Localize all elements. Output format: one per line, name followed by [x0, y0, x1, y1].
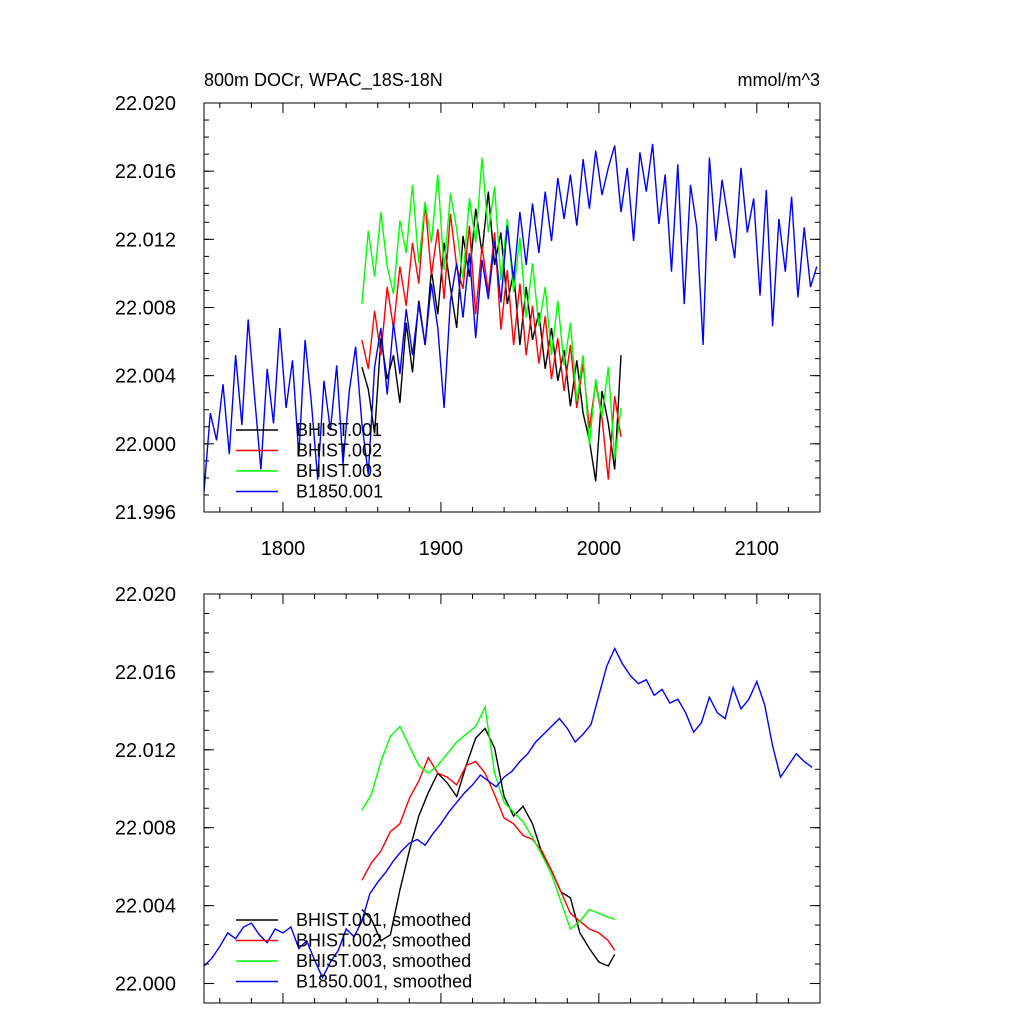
y-tick-label: 22.016 — [115, 161, 176, 183]
x-tick-label: 1900 — [419, 538, 464, 560]
series-line-b1850-001-smoothed — [204, 646, 813, 980]
y-tick-label: 22.004 — [115, 366, 176, 388]
legend-label: B1850.001, smoothed — [296, 972, 472, 992]
series-line-bhist-001 — [361, 191, 622, 482]
series-line-bhist-003-smoothed — [361, 704, 615, 931]
y-tick-label: 22.020 — [115, 93, 176, 115]
chart-title: 800m DOCr, WPAC_18S-18N — [204, 70, 443, 91]
y-tick-label: 21.996 — [115, 502, 176, 524]
x-tick-label: 2100 — [735, 538, 780, 560]
y-tick-label: 22.016 — [115, 662, 176, 684]
smoothed-panel: 22.000 22.004 22.008 22.012 22.016 22.020 BHIS… — [115, 584, 821, 1004]
raw-panel: 21.996 22.000 22.004 22.008 22.012 22.016 22.0… — [115, 93, 821, 560]
y-tick-label: 22.000 — [115, 974, 176, 996]
y-tick-label: 22.000 — [115, 434, 176, 456]
legend-label: BHIST.002 — [296, 441, 382, 461]
legend-label: B1850.001 — [296, 482, 383, 502]
y-tick-label: 22.008 — [115, 298, 176, 320]
series-group — [204, 143, 818, 492]
series-line-bhist-003 — [361, 157, 622, 460]
legend-label: BHIST.002, smoothed — [296, 931, 471, 951]
series-line-b1850-001 — [204, 143, 818, 492]
legend-label: BHIST.003 — [296, 461, 382, 481]
x-tick-label: 2000 — [577, 538, 622, 560]
plot-frame — [203, 593, 821, 1004]
y-tick-label: 22.012 — [115, 229, 176, 251]
series-line-bhist-002-smoothed — [361, 756, 616, 951]
legend-label: BHIST.001 — [296, 420, 382, 440]
series-group — [204, 646, 813, 980]
legend-label: BHIST.001, smoothed — [296, 910, 471, 930]
series-line-bhist-002 — [361, 203, 622, 480]
x-tick-label: 1800 — [261, 538, 306, 560]
y-tick-label: 22.004 — [115, 896, 176, 918]
y-tick-label: 22.012 — [115, 740, 176, 762]
legend-label: BHIST.003, smoothed — [296, 951, 471, 971]
y-tick-label: 22.008 — [115, 818, 176, 840]
units-label: mmol/m^3 — [738, 70, 820, 90]
y-tick-label: 22.020 — [115, 584, 176, 606]
